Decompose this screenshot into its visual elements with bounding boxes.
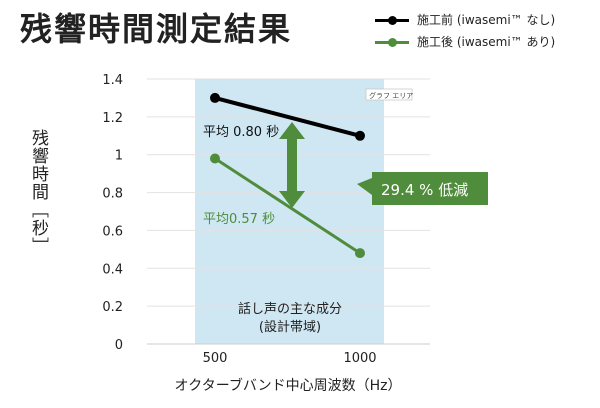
before-average-label: 平均 0.80 秒 xyxy=(203,125,279,140)
data-point-after xyxy=(210,153,220,164)
reduction-badge-text: 29.4 % 低減 xyxy=(381,181,468,199)
band-label: 話し声の主な成分 xyxy=(238,301,342,317)
legend-item-before: 施工前 (iwasemi™ なし) xyxy=(369,9,597,31)
y-tick-label: 0.8 xyxy=(102,187,123,202)
x-axis-label: オクターブバンド中心周波数（Hz） xyxy=(175,377,402,394)
y-tick-label: 1.4 xyxy=(102,73,123,88)
data-point-before xyxy=(355,130,365,141)
y-tick-label: 1.2 xyxy=(102,111,123,126)
design-band xyxy=(195,79,384,344)
legend-marker-after xyxy=(388,38,397,47)
x-tick-label: 500 xyxy=(203,351,228,366)
series-line-after xyxy=(214,157,361,255)
plot-area-tag: グラフ エリア xyxy=(369,91,413,100)
y-tick-label: 1 xyxy=(115,149,123,164)
y-tick-label: 0.6 xyxy=(102,224,123,239)
annotations: グラフ エリア 平均 0.80 秒 平均0.57 秒 29.4 % 低減 話し声… xyxy=(203,88,488,335)
series-group xyxy=(210,92,365,259)
y-tick-label: 0.4 xyxy=(102,262,123,277)
gridlines xyxy=(147,78,430,345)
after-average-label: 平均0.57 秒 xyxy=(203,212,275,227)
legend-label-after: 施工後 (iwasemi™ あり) xyxy=(417,35,556,49)
y-tick-label: 0.2 xyxy=(102,300,123,315)
data-point-before xyxy=(210,92,220,103)
reduction-double-arrow xyxy=(279,122,305,208)
data-point-after xyxy=(355,248,365,259)
legend-item-after: 施工後 (iwasemi™ あり) xyxy=(369,31,597,53)
reduction-badge xyxy=(357,172,488,205)
series-line-before xyxy=(214,95,361,138)
band-sublabel: (設計帯域) xyxy=(259,319,321,335)
legend-label-before: 施工前 (iwasemi™ なし) xyxy=(417,13,556,27)
page-title: 残響時間測定結果 xyxy=(20,10,293,48)
legend-marker-before xyxy=(388,16,397,25)
x-axis-ticks: 500 1000 xyxy=(203,351,377,366)
y-axis-label: 残響時間［秒］ xyxy=(28,129,48,255)
y-axis-ticks: 0 0.2 0.4 0.6 0.8 1 1.2 1.4 xyxy=(102,73,123,353)
y-tick-label: 0 xyxy=(115,338,123,353)
x-tick-label: 1000 xyxy=(343,351,376,366)
legend: 施工前 (iwasemi™ なし) 施工後 (iwasemi™ あり) xyxy=(369,9,597,53)
plot-area-tag-box xyxy=(365,88,413,101)
